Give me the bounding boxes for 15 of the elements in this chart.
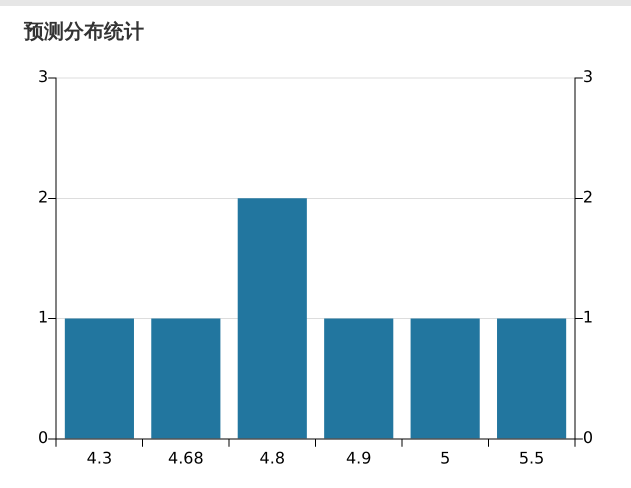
x-tick-label: 4.3	[86, 448, 112, 468]
x-tick-label: 4.9	[346, 448, 372, 468]
x-tick-label: 4.8	[260, 448, 286, 468]
x-tick-label: 5.5	[518, 448, 544, 468]
y2-tick-label: 3	[582, 67, 594, 86]
y-tick-label: 3	[38, 67, 48, 86]
y-tick-label: 0	[38, 428, 48, 447]
y-tick-label: 2	[38, 187, 48, 206]
y-tick-label: 1	[38, 308, 48, 327]
y2-tick-label: 1	[582, 308, 594, 327]
x-tick-label: 5	[440, 448, 450, 468]
y2-tick-label: 2	[582, 187, 594, 206]
x-tick-label: 4.68	[168, 448, 204, 468]
y2-tick-label: 0	[582, 428, 594, 447]
chart-title: 预测分布统计	[24, 18, 144, 45]
